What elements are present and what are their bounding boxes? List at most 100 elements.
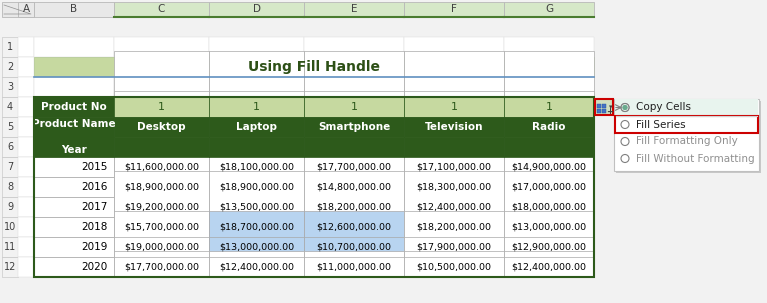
- Circle shape: [623, 105, 627, 110]
- Text: Product Name: Product Name: [32, 119, 116, 129]
- Bar: [614, 99, 759, 171]
- Circle shape: [621, 104, 629, 112]
- Text: $15,700,000.00: $15,700,000.00: [124, 222, 199, 231]
- Text: $19,200,000.00: $19,200,000.00: [124, 202, 199, 211]
- Text: 1: 1: [545, 102, 552, 112]
- Text: $11,600,000.00: $11,600,000.00: [124, 162, 199, 171]
- Bar: [114, 211, 209, 257]
- Bar: [209, 197, 304, 217]
- Text: 1: 1: [253, 102, 260, 112]
- Bar: [209, 37, 304, 57]
- Text: G: G: [545, 5, 553, 15]
- Bar: [18, 137, 34, 157]
- Bar: [209, 97, 304, 117]
- Bar: [304, 37, 404, 57]
- Bar: [114, 137, 209, 157]
- Text: 2019: 2019: [81, 242, 108, 252]
- Bar: [404, 257, 504, 277]
- Text: $10,700,000.00: $10,700,000.00: [317, 242, 391, 251]
- Text: $12,400,000.00: $12,400,000.00: [219, 262, 294, 271]
- Text: 9: 9: [7, 202, 13, 212]
- Bar: [2, 2, 34, 17]
- Bar: [18, 57, 34, 77]
- Text: F: F: [451, 5, 457, 15]
- Text: $18,200,000.00: $18,200,000.00: [317, 202, 391, 211]
- Bar: [34, 257, 114, 277]
- Bar: [304, 77, 404, 97]
- Bar: [615, 116, 758, 133]
- Bar: [504, 117, 594, 137]
- Bar: [304, 137, 404, 157]
- Bar: [18, 37, 34, 57]
- Text: 4: 4: [7, 102, 13, 112]
- Text: 11: 11: [4, 242, 16, 252]
- Text: $12,900,000.00: $12,900,000.00: [512, 242, 587, 251]
- Bar: [34, 2, 114, 17]
- Bar: [34, 57, 594, 77]
- Text: 2020: 2020: [82, 262, 108, 272]
- Bar: [34, 157, 114, 177]
- Text: A: A: [22, 5, 30, 15]
- Text: Fill Without Formatting: Fill Without Formatting: [636, 154, 755, 164]
- Bar: [404, 217, 504, 237]
- Bar: [504, 2, 594, 17]
- Bar: [602, 109, 606, 113]
- Circle shape: [621, 138, 629, 145]
- Bar: [114, 171, 209, 237]
- Bar: [114, 37, 209, 57]
- Bar: [2, 217, 18, 237]
- Bar: [2, 37, 18, 57]
- Text: Smartphone: Smartphone: [318, 122, 390, 132]
- Bar: [504, 251, 594, 277]
- Bar: [404, 91, 504, 197]
- Bar: [209, 217, 304, 237]
- Bar: [2, 97, 18, 117]
- Bar: [304, 91, 404, 197]
- Bar: [114, 217, 209, 237]
- Bar: [2, 57, 18, 77]
- Text: 2017: 2017: [81, 202, 108, 212]
- Bar: [114, 91, 209, 197]
- Bar: [2, 157, 18, 177]
- Text: 2: 2: [7, 62, 13, 72]
- Bar: [18, 177, 34, 197]
- Text: 1: 1: [158, 102, 165, 112]
- Bar: [504, 217, 594, 237]
- Bar: [504, 131, 594, 217]
- Bar: [114, 157, 209, 177]
- Bar: [404, 117, 504, 137]
- Bar: [114, 257, 209, 277]
- Bar: [404, 51, 504, 177]
- Bar: [2, 197, 18, 217]
- Bar: [209, 137, 304, 157]
- Bar: [504, 157, 594, 177]
- Text: $18,100,000.00: $18,100,000.00: [219, 162, 294, 171]
- Bar: [209, 171, 304, 237]
- Bar: [504, 77, 594, 97]
- Circle shape: [623, 105, 627, 110]
- Bar: [404, 37, 504, 57]
- Bar: [18, 237, 34, 257]
- Bar: [404, 2, 504, 17]
- Bar: [34, 197, 114, 217]
- Text: Fill Formatting Only: Fill Formatting Only: [636, 136, 738, 146]
- Text: 10: 10: [4, 222, 16, 232]
- Bar: [304, 211, 404, 257]
- Bar: [504, 37, 594, 57]
- Bar: [114, 131, 209, 217]
- Bar: [114, 77, 209, 97]
- Bar: [18, 197, 34, 217]
- Text: Using Fill Handle: Using Fill Handle: [248, 60, 380, 74]
- Bar: [114, 97, 209, 117]
- Bar: [304, 97, 404, 117]
- Bar: [114, 197, 209, 217]
- Text: $17,700,000.00: $17,700,000.00: [317, 162, 391, 171]
- Text: 8: 8: [7, 182, 13, 192]
- Text: $14,800,000.00: $14,800,000.00: [317, 182, 391, 191]
- Bar: [2, 237, 18, 257]
- Bar: [34, 117, 114, 157]
- Text: E: E: [351, 5, 357, 15]
- Text: $18,900,000.00: $18,900,000.00: [124, 182, 199, 191]
- Bar: [114, 51, 209, 177]
- Text: $10,500,000.00: $10,500,000.00: [416, 262, 492, 271]
